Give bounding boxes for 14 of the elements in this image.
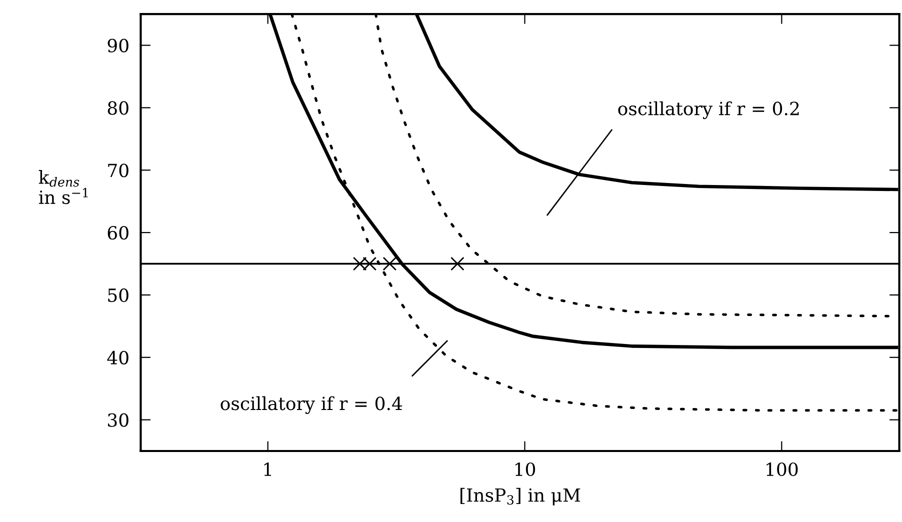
y-tick-label: 50 bbox=[108, 288, 128, 302]
x-tick-label: 10 bbox=[515, 462, 536, 476]
x-axis-title: [InsP$_{3}$] in μM bbox=[460, 488, 580, 506]
x-tick-label: 1 bbox=[264, 462, 272, 476]
y-axis-title: k$_{dens}$ in s$^{−1}$ bbox=[38, 170, 88, 204]
y-tick-label: 30 bbox=[108, 413, 128, 427]
x-tick-label: 100 bbox=[766, 462, 798, 476]
y-tick-label: 60 bbox=[108, 226, 128, 240]
y-tick-label: 90 bbox=[108, 38, 128, 52]
annotation: oscillatory if r = 0.2 bbox=[618, 101, 799, 120]
annotation: oscillatory if r = 0.4 bbox=[220, 396, 402, 414]
y-tick-label: 70 bbox=[108, 164, 128, 178]
y-tick-label: 80 bbox=[108, 101, 128, 115]
y-tick-label: 40 bbox=[107, 350, 128, 364]
